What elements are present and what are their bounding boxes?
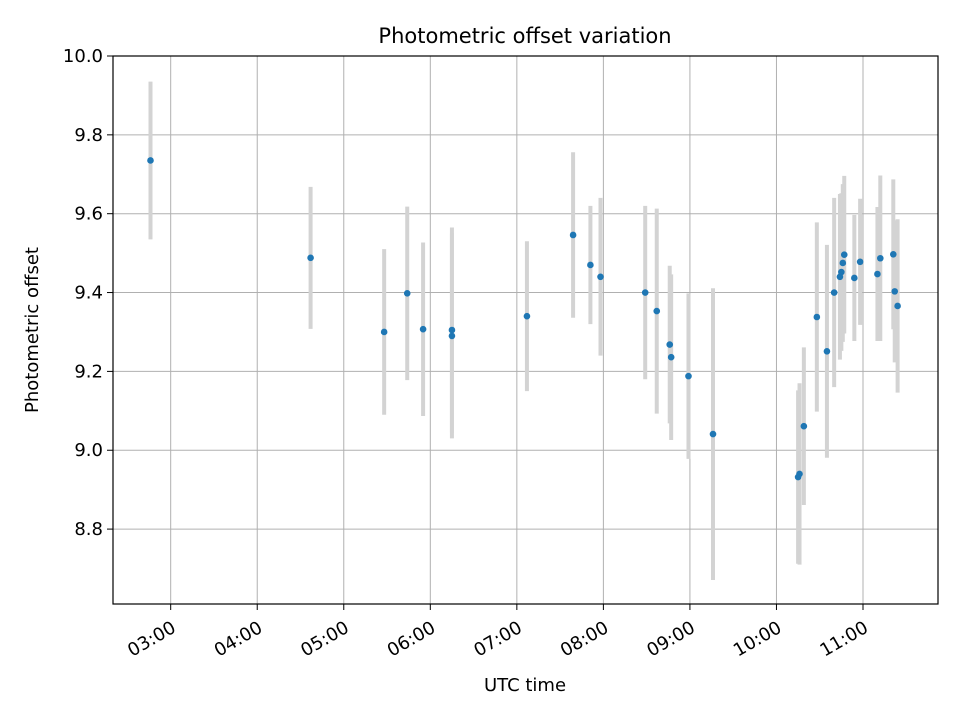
data-point bbox=[851, 274, 858, 282]
data-point bbox=[307, 254, 314, 262]
data-point bbox=[569, 231, 577, 239]
data-point bbox=[877, 254, 884, 262]
data-point bbox=[823, 347, 831, 355]
x-tick-label: 08:00 bbox=[557, 617, 612, 661]
data-point bbox=[874, 270, 881, 278]
chart-title: Photometric offset variation bbox=[378, 24, 671, 48]
data-point bbox=[523, 312, 531, 320]
x-tick-label: 09:00 bbox=[643, 617, 698, 661]
data-point bbox=[666, 341, 674, 348]
data-point bbox=[889, 251, 897, 258]
data-point bbox=[894, 302, 901, 310]
data-point bbox=[840, 251, 848, 258]
data-point bbox=[641, 289, 649, 296]
data-point bbox=[830, 289, 838, 296]
y-tick-label: 9.0 bbox=[74, 440, 103, 461]
x-tick-label: 07:00 bbox=[470, 617, 525, 661]
y-tick-label: 9.6 bbox=[74, 204, 103, 225]
data-point bbox=[587, 261, 594, 269]
x-tick-label: 04:00 bbox=[211, 617, 266, 661]
x-tick-label: 10:00 bbox=[730, 617, 785, 661]
data-point bbox=[448, 332, 456, 340]
data-point bbox=[147, 157, 154, 164]
data-point bbox=[653, 307, 661, 315]
data-point bbox=[448, 326, 456, 334]
error-bars bbox=[148, 81, 900, 580]
data-point bbox=[813, 313, 821, 321]
data-point bbox=[800, 422, 808, 430]
data-point bbox=[667, 353, 675, 361]
data-point bbox=[380, 328, 388, 336]
data-point bbox=[891, 288, 899, 295]
y-tick-label: 9.8 bbox=[74, 125, 103, 146]
data-point bbox=[403, 290, 411, 297]
y-tick-label: 10.0 bbox=[63, 46, 103, 67]
axis-ticks: 03:00 04:00 05:00 06:00 07:00 08:00 09:00 10:00… bbox=[63, 46, 872, 661]
y-tick-label: 8.8 bbox=[74, 519, 103, 540]
data-point bbox=[597, 273, 604, 281]
y-axis-label: Photometric offset bbox=[22, 247, 43, 413]
x-axis-label: UTC time bbox=[484, 675, 566, 696]
data-point bbox=[685, 372, 692, 380]
data-point bbox=[796, 470, 803, 478]
x-tick-label: 05:00 bbox=[297, 617, 352, 661]
y-tick-label: 9.2 bbox=[74, 361, 103, 382]
x-tick-label: 06:00 bbox=[384, 617, 439, 661]
data-point bbox=[856, 258, 864, 266]
data-point bbox=[839, 259, 847, 267]
x-tick-label: 11:00 bbox=[816, 617, 871, 661]
data-point bbox=[709, 430, 717, 438]
data-point bbox=[419, 325, 427, 333]
y-tick-label: 9.4 bbox=[74, 283, 103, 304]
plot-frame bbox=[112, 55, 939, 605]
x-tick-label: 03:00 bbox=[124, 617, 179, 661]
data-points bbox=[147, 157, 901, 481]
data-point bbox=[838, 268, 845, 276]
